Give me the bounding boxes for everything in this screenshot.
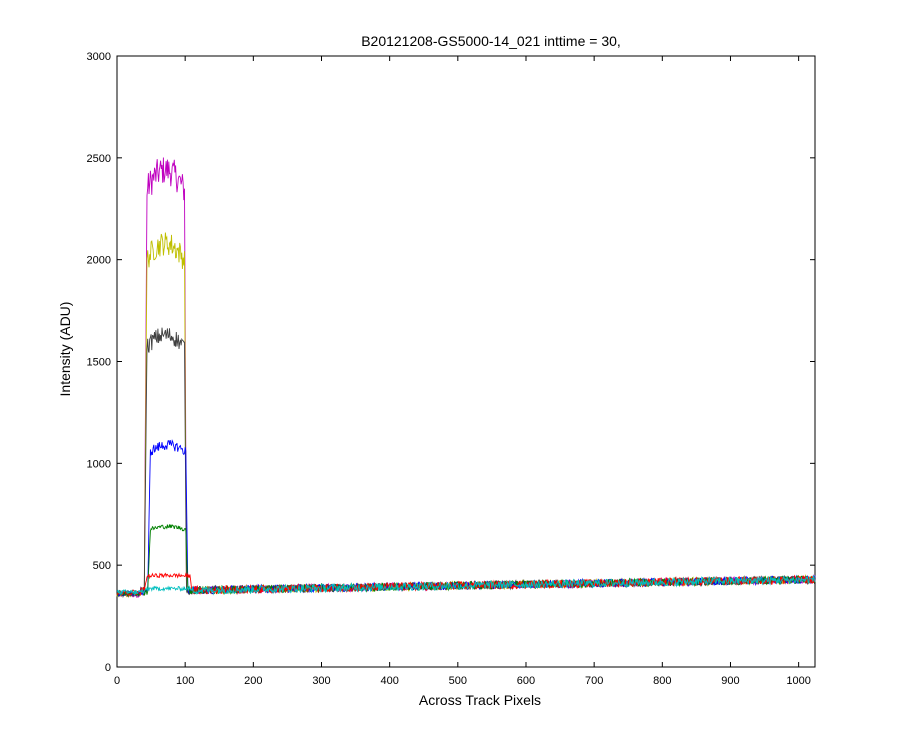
plot-area bbox=[116, 55, 816, 668]
x-tick-label: 700 bbox=[585, 675, 603, 687]
series-line-7 bbox=[116, 575, 816, 596]
x-tick-label: 900 bbox=[721, 675, 739, 687]
x-tick-label: 400 bbox=[380, 675, 398, 687]
x-tick-label: 0 bbox=[114, 675, 120, 687]
series-layer bbox=[116, 157, 816, 599]
x-tick-label: 1000 bbox=[786, 675, 810, 687]
y-tick-label: 3000 bbox=[87, 51, 111, 63]
chart-title: B20121208-GS5000-14_021 inttime = 30, bbox=[361, 33, 621, 49]
y-tick-label: 500 bbox=[93, 560, 111, 572]
y-axis-label: Intensity (ADU) bbox=[57, 302, 73, 397]
y-tick-label: 2500 bbox=[87, 153, 111, 165]
x-tick-label: 600 bbox=[517, 675, 535, 687]
x-tick-label: 200 bbox=[244, 675, 262, 687]
x-tick-label: 500 bbox=[449, 675, 467, 687]
x-tick-label: 800 bbox=[653, 675, 671, 687]
x-tick-label: 300 bbox=[312, 675, 330, 687]
y-tick-label: 1000 bbox=[87, 458, 111, 470]
y-tick-label: 0 bbox=[105, 662, 111, 674]
x-axis-label: Across Track Pixels bbox=[419, 692, 541, 708]
y-tick-label: 1500 bbox=[87, 357, 111, 369]
y-tick-label: 2000 bbox=[87, 255, 111, 267]
x-tick-label: 100 bbox=[176, 675, 194, 687]
tick-layer: 0 100 200 300 400 500 600 700 800 900 1000 0 500 1000… bbox=[87, 51, 815, 687]
